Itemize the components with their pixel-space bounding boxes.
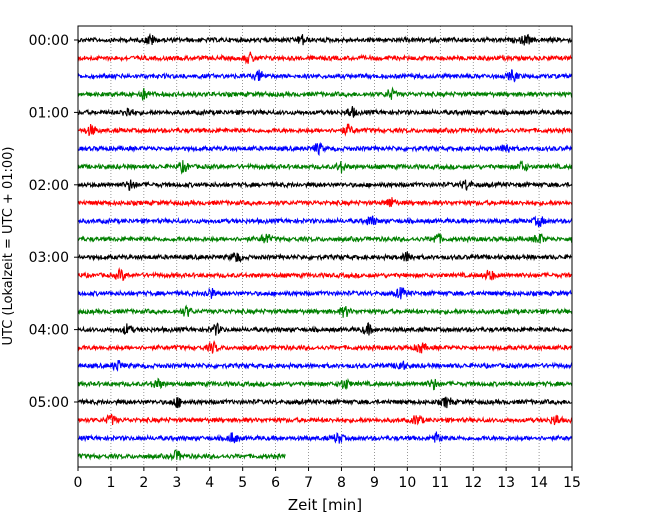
x-tick-label: 3 [172,475,181,491]
y-tick-label: 01:00 [29,105,69,121]
trace-line [77,215,573,228]
y-ticks: 00:00 01:00 02:00 03:00 04:00 05:00 [29,33,78,411]
trace-line [77,141,573,157]
x-tick-label: 14 [530,475,548,491]
x-tick-label: 10 [398,475,416,491]
y-tick-label: 05:00 [29,395,69,411]
x-tick-label: 15 [563,475,581,491]
x-tick-label: 11 [431,475,449,491]
y-axis-label: UTC (Lokalzeit = UTC + 01:00) [1,147,16,346]
x-axis-label: Zeit [min] [288,496,362,514]
trace-line [77,179,573,191]
x-tick-label: 9 [370,475,379,491]
trace-line [77,160,573,175]
y-tick-label: 04:00 [29,323,69,339]
x-tick-label: 0 [74,475,83,491]
trace-line [77,287,573,300]
trace-line [77,69,573,83]
traces [77,32,573,462]
trace-line [77,377,573,391]
trace-line [77,86,573,101]
trace-line [77,431,573,444]
trace-line [77,32,573,46]
y-tick-label: 00:00 [29,33,69,49]
trace-line [77,360,573,372]
x-tick-label: 4 [205,475,214,491]
trace-line [77,339,573,354]
x-tick-label: 13 [497,475,515,491]
trace-line [77,251,573,264]
trace-line [77,267,572,282]
x-tick-label: 7 [304,475,313,491]
x-tick-label: 8 [337,475,346,491]
trace-line [77,322,573,336]
x-tick-label: 1 [106,475,115,491]
trace-line [77,449,286,462]
y-tick-label: 02:00 [29,178,69,194]
x-tick-label: 2 [139,475,148,491]
x-tick-label: 6 [271,475,280,491]
x-tick-label: 12 [464,475,482,491]
trace-line [77,123,573,137]
trace-line [77,413,573,426]
trace-line [77,232,573,244]
trace-line [77,304,573,318]
trace-line [77,51,573,65]
trace-line [77,105,573,118]
x-tick-label: 5 [238,475,247,491]
plot-frame [77,25,573,468]
trace-line [77,197,573,208]
y-tick-label: 03:00 [29,250,69,266]
x-ticks: 0 1 2 3 4 5 6 7 8 9 10 11 12 13 14 15 [74,467,581,491]
trace-line [77,396,573,409]
